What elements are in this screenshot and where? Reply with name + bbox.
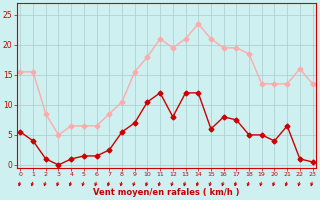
X-axis label: Vent moyen/en rafales ( km/h ): Vent moyen/en rafales ( km/h ) xyxy=(93,188,240,197)
